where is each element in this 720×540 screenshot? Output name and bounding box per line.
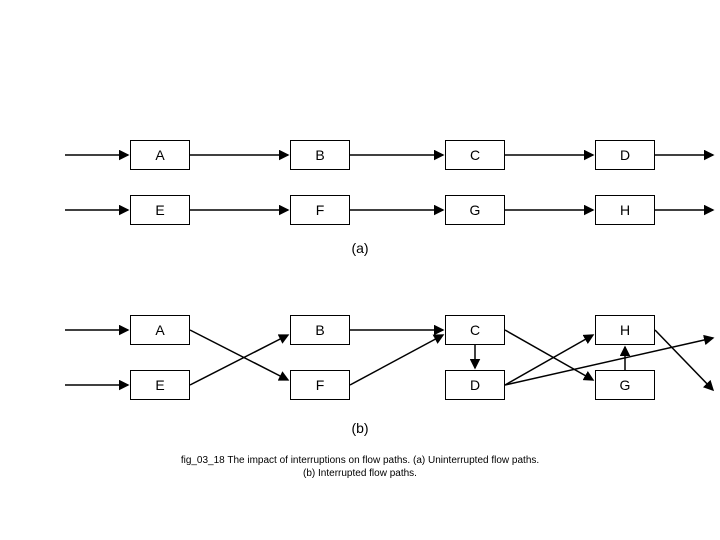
node-b2-G: G <box>595 370 655 400</box>
arrow-b-5 <box>350 335 443 385</box>
arrow-b-3 <box>190 335 288 385</box>
node-b2-F: F <box>290 370 350 400</box>
panel-a-label: (a) <box>350 240 370 256</box>
node-b1-B: B <box>290 315 350 345</box>
node-b1-C: C <box>445 315 505 345</box>
caption-line-1: fig_03_18 The impact of interruptions on… <box>0 455 720 466</box>
caption-line-2: (b) Interrupted flow paths. <box>0 468 720 479</box>
node-a1-D: D <box>595 140 655 170</box>
arrow-b-11 <box>655 330 713 390</box>
node-b2-E: E <box>130 370 190 400</box>
node-b1-A: A <box>130 315 190 345</box>
node-a2-F: F <box>290 195 350 225</box>
node-b1-H: H <box>595 315 655 345</box>
arrow-b-2 <box>190 330 288 380</box>
node-a2-G: G <box>445 195 505 225</box>
node-a1-B: B <box>290 140 350 170</box>
arrow-b-7 <box>505 335 593 385</box>
node-a2-H: H <box>595 195 655 225</box>
node-a1-C: C <box>445 140 505 170</box>
flowpath-diagram: ABCDEFGHABCHEFDG (a) (b) fig_03_18 The i… <box>0 0 720 540</box>
node-a1-A: A <box>130 140 190 170</box>
node-a2-E: E <box>130 195 190 225</box>
arrow-b-8 <box>505 330 593 380</box>
node-b2-D: D <box>445 370 505 400</box>
panel-b-label: (b) <box>350 420 370 436</box>
